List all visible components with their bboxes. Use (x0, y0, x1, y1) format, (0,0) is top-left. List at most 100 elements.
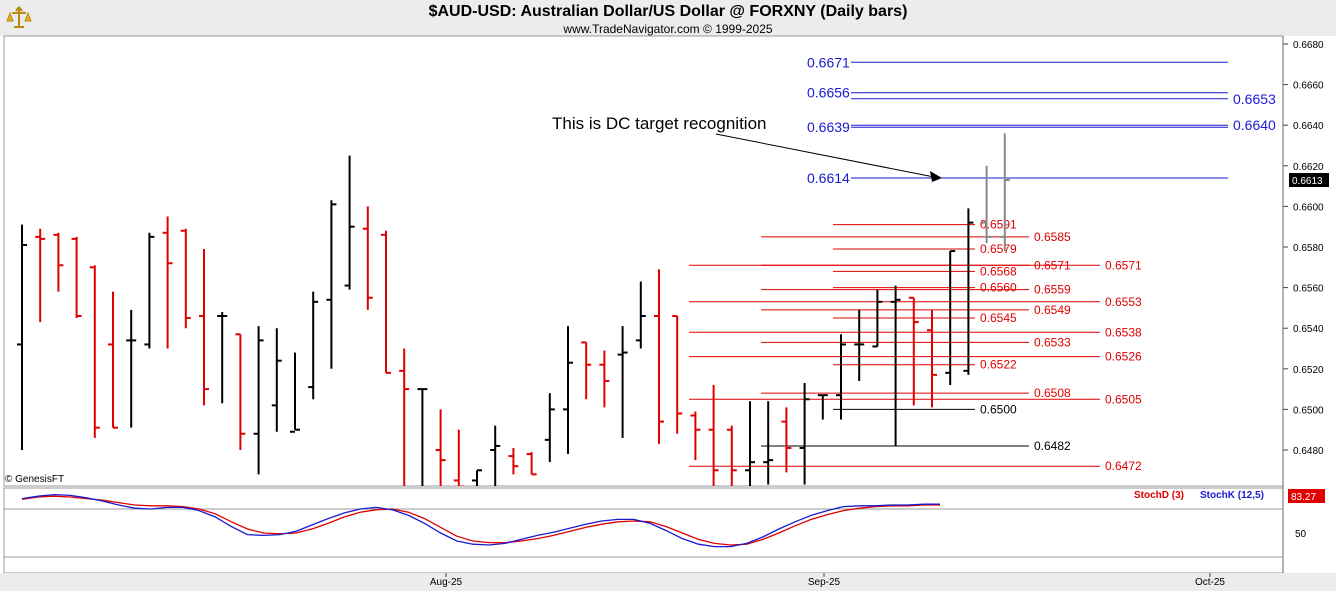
annotation-text: This is DC target recognition (552, 114, 766, 133)
ohlc-bar[interactable] (290, 352, 300, 433)
ohlc-bar[interactable] (71, 236, 82, 319)
ohlc-bar[interactable] (235, 333, 246, 450)
ohlc-bar[interactable] (963, 208, 974, 375)
ohlc-bar[interactable] (217, 311, 228, 404)
price-tick-label: 0.6500 (1293, 405, 1324, 416)
level-label: 0.6591 (980, 218, 1017, 232)
trade-navigator-logo-icon (4, 3, 34, 33)
ohlc-bar[interactable] (999, 133, 1010, 252)
stoch-line (21, 495, 940, 546)
ohlc-bar[interactable] (672, 315, 683, 434)
ohlc-bar[interactable] (581, 341, 592, 400)
target-label: 0.6640 (1233, 117, 1276, 133)
ohlc-bar[interactable] (381, 230, 391, 374)
ohlc-bar[interactable] (344, 155, 355, 290)
ohlc-bar[interactable] (654, 269, 664, 444)
x-tick-label: Oct-25 (1195, 577, 1225, 588)
level-label: 0.6538 (1105, 325, 1142, 339)
ohlc-bar[interactable] (453, 429, 464, 491)
ohlc-bar[interactable] (526, 452, 537, 476)
ohlc-bar[interactable] (435, 409, 446, 490)
price-tick-label: 0.6620 (1293, 162, 1324, 173)
ohlc-bar[interactable] (126, 309, 137, 428)
ohlc-bar[interactable] (253, 326, 264, 475)
level-label: 0.6549 (1034, 303, 1071, 317)
ohlc-bar[interactable] (199, 249, 209, 406)
ohlc-bar[interactable] (908, 296, 919, 406)
ohlc-bar[interactable] (108, 291, 118, 429)
target-label: 0.6614 (807, 170, 850, 186)
ohlc-bar[interactable] (35, 228, 46, 323)
oscillator-panel (3, 487, 1284, 574)
ohlc-bar[interactable] (817, 394, 828, 420)
level-label: 0.6568 (980, 264, 1017, 278)
ohlc-bar[interactable] (271, 328, 282, 432)
level-label: 0.6559 (1034, 283, 1071, 297)
ohlc-bar[interactable] (836, 334, 846, 420)
target-label: 0.6653 (1233, 91, 1276, 107)
ohlc-bar[interactable] (599, 350, 610, 408)
x-axis-band (0, 573, 1336, 591)
chart-title: $AUD-USD: Australian Dollar/US Dollar @ … (428, 3, 908, 20)
ohlc-bar[interactable] (326, 200, 337, 369)
ohlc-bar[interactable] (89, 265, 100, 438)
ohlc-bar[interactable] (890, 285, 901, 446)
level-label: 0.6553 (1105, 295, 1142, 309)
stoch-line (21, 493, 940, 548)
ohlc-bar[interactable] (781, 407, 792, 473)
price-tick-label: 0.6580 (1293, 243, 1324, 254)
legend-stochk: StochK (12,5) (1200, 490, 1264, 501)
x-tick-label: Sep-25 (808, 577, 841, 588)
level-label: 0.6500 (980, 402, 1017, 416)
ohlc-bar[interactable] (472, 469, 482, 486)
ohlc-bar[interactable] (854, 309, 865, 381)
level-label: 0.6472 (1105, 459, 1142, 473)
ohlc-bar[interactable] (708, 385, 719, 487)
ohlc-bar[interactable] (490, 425, 501, 487)
price-plot: 0.6591 0.6585 0.6579 0.6571 0.6571 0.6568 0.65… (17, 54, 1276, 491)
target-label: 0.6671 (807, 54, 850, 70)
level-label: 0.6508 (1034, 386, 1071, 400)
price-tick-label: 0.6540 (1293, 324, 1324, 335)
price-tick-label: 0.6600 (1293, 202, 1324, 213)
ohlc-bar[interactable] (544, 393, 555, 463)
ohlc-bar[interactable] (927, 309, 937, 408)
target-label: 0.6656 (807, 85, 850, 101)
ohlc-bar[interactable] (17, 224, 27, 450)
ohlc-bar[interactable] (690, 411, 701, 461)
ohlc-bar[interactable] (399, 348, 410, 491)
ohlc-bar[interactable] (872, 289, 883, 348)
ohlc-bar[interactable] (180, 228, 191, 329)
annotation-arrow-line (715, 133, 935, 178)
ohlc-bar[interactable] (635, 281, 646, 349)
ohlc-bar[interactable] (726, 425, 737, 491)
ohlc-bar[interactable] (362, 206, 373, 310)
ohlc-bar[interactable] (144, 232, 155, 349)
ohlc-bar[interactable] (617, 326, 628, 438)
chart-subtitle: www.TradeNavigator.com © 1999-2025 (563, 22, 773, 36)
ohlc-bar[interactable] (745, 401, 755, 490)
price-panel (3, 35, 1284, 487)
ohlc-bar[interactable] (945, 250, 956, 386)
ohlc-bar[interactable] (417, 388, 428, 486)
level-label: 0.6560 (980, 281, 1017, 295)
legend-stochd: StochD (3) (1134, 490, 1184, 501)
level-label: 0.6571 (1034, 258, 1071, 272)
price-tick-label: 0.6520 (1293, 365, 1324, 376)
x-tick-label: Aug-25 (430, 577, 463, 588)
price-tick-label: 0.6480 (1293, 446, 1324, 457)
ohlc-bar[interactable] (799, 383, 810, 485)
ohlc-bar[interactable] (53, 232, 64, 292)
price-tick-label: 0.6660 (1293, 81, 1324, 92)
ohlc-bar[interactable] (508, 447, 519, 475)
price-tick-label: 0.6680 (1293, 40, 1324, 51)
price-tick-label: 0.6640 (1293, 121, 1324, 132)
ohlc-bar[interactable] (162, 216, 173, 349)
last-price-marker (1289, 173, 1329, 188)
ohlc-bar[interactable] (981, 165, 992, 243)
ohlc-bar[interactable] (308, 291, 319, 400)
ohlc-bar[interactable] (763, 401, 774, 485)
osc-tick-label: 50 (1295, 529, 1307, 540)
ohlc-bar[interactable] (563, 326, 573, 455)
